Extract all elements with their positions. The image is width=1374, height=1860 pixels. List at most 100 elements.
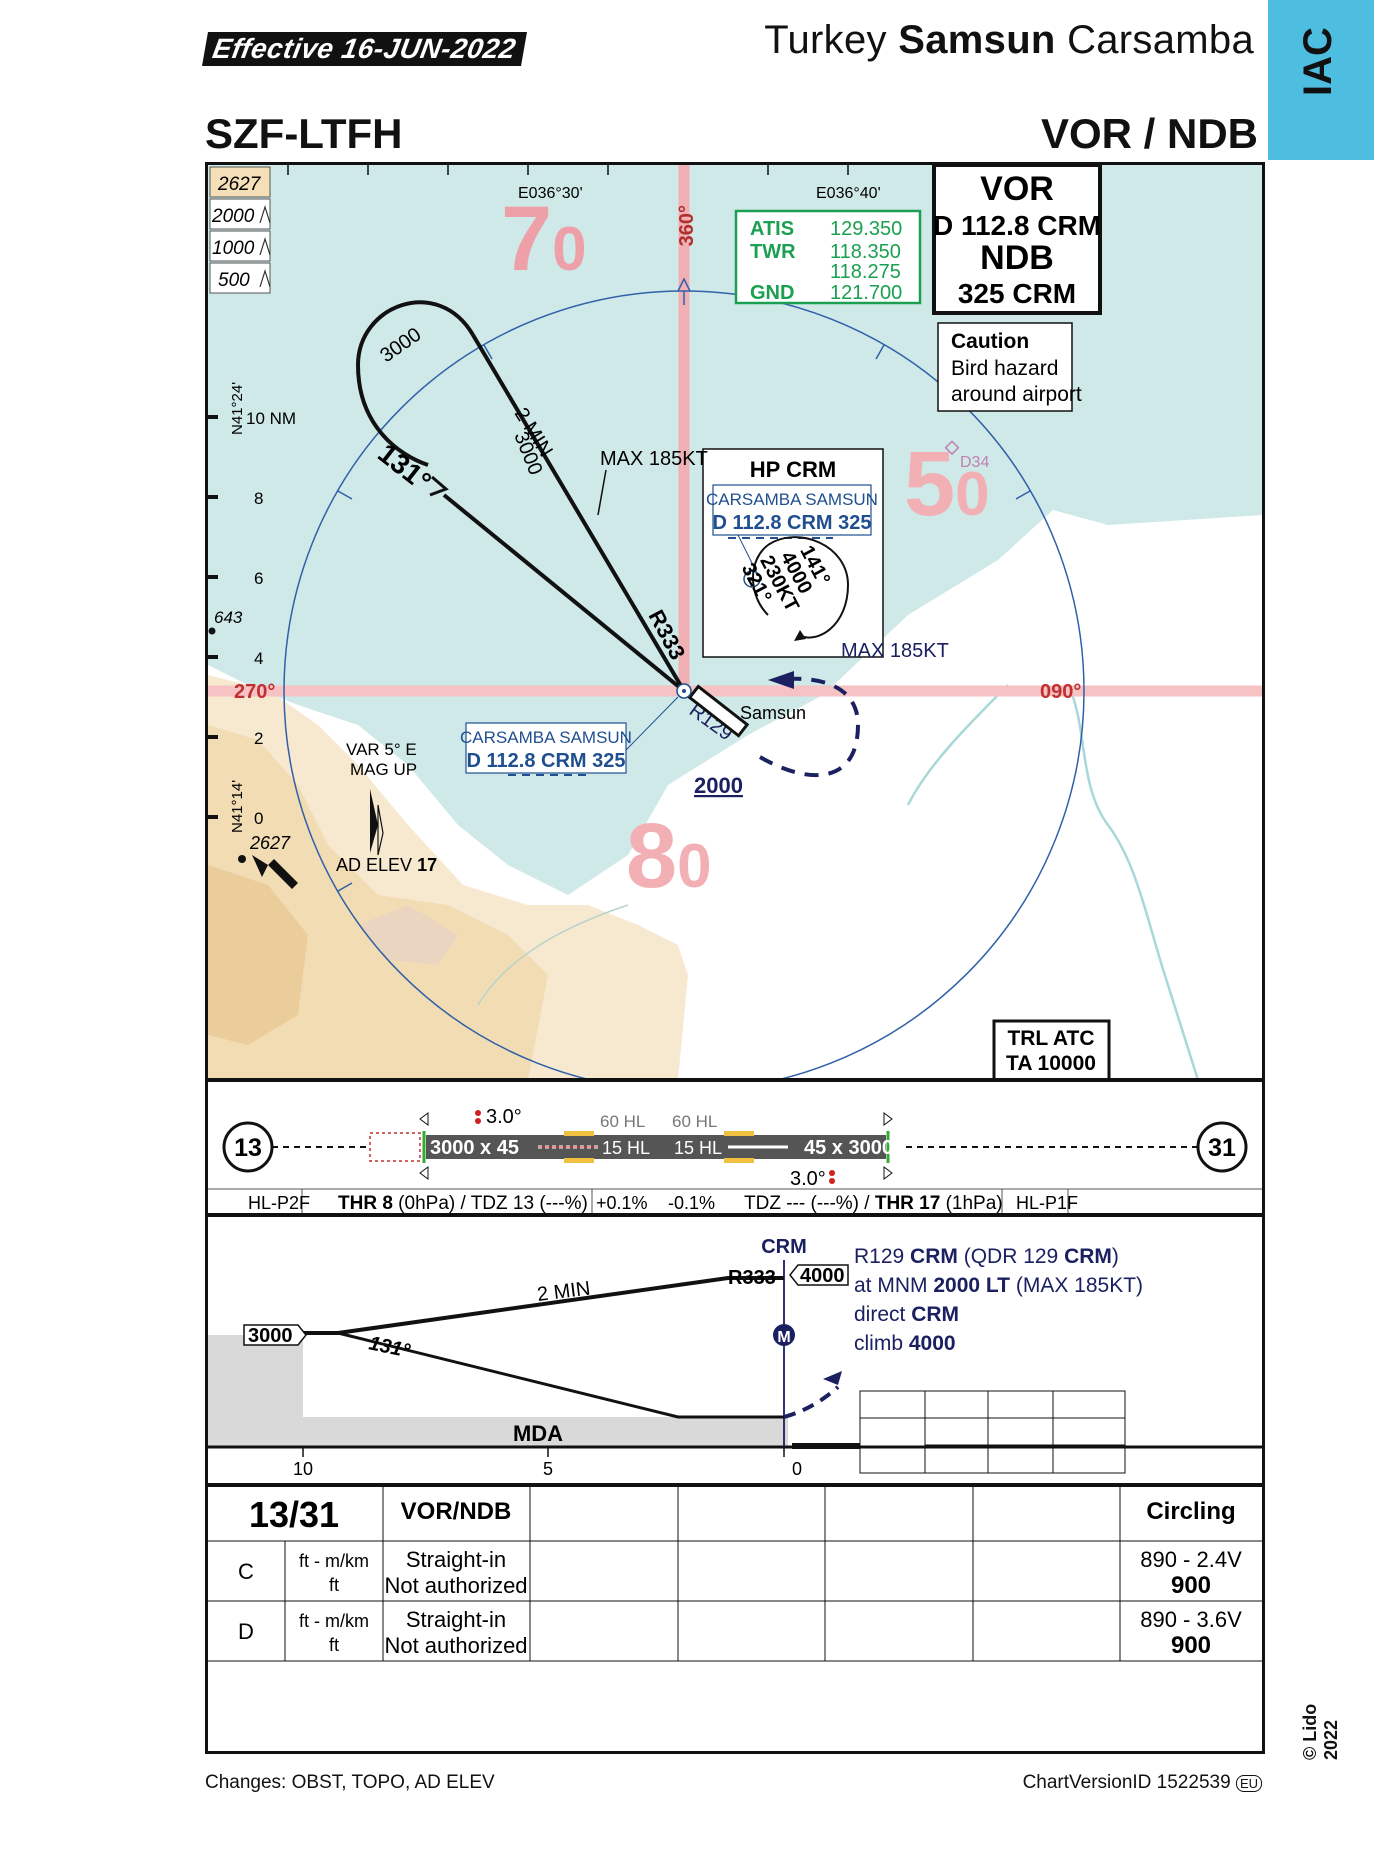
procedure-track xyxy=(355,300,686,693)
range-scale: 10 NM 8 6 4 2 0 xyxy=(208,409,296,828)
range-10nm: 10 NM xyxy=(246,409,296,428)
river xyxy=(906,684,1200,1080)
svg-text:TRL ATC: TRL ATC xyxy=(1007,1027,1094,1050)
chart-version: ChartVersionID 1522539 EU xyxy=(1023,1772,1262,1794)
svg-text:CARSAMBA SAMSUN: CARSAMBA SAMSUN xyxy=(460,728,632,747)
lat-label-1: N41°24' xyxy=(229,382,246,435)
thr-right: TDZ --- (---%) / THR 17 (1hPa) xyxy=(744,1193,1003,1214)
obstacle-643-dot xyxy=(208,627,216,635)
navaid-box: VOR D 112.8 CRM NDB 325 CRM xyxy=(932,165,1102,315)
town-label: Samsun xyxy=(740,703,806,723)
mag-up-label: MAG UP xyxy=(350,760,417,779)
atis-label: ATIS xyxy=(750,218,794,240)
terrain-arrow-icon xyxy=(252,855,298,889)
transition-box: TRL ATC TA 10000 xyxy=(992,1019,1111,1080)
svg-text:Caution: Caution xyxy=(951,330,1029,353)
svg-text:ft: ft xyxy=(329,1575,339,1595)
svg-text:at MNM 2000 LT (MAX 185KT): at MNM 2000 LT (MAX 185KT) xyxy=(854,1274,1143,1297)
range-6: 6 xyxy=(254,569,263,588)
obstacle-643: 643 xyxy=(214,608,243,627)
papi-left: 3.0° xyxy=(486,1106,522,1128)
svg-text:Straight-in: Straight-in xyxy=(406,1607,506,1632)
atis-freq: 129.350 xyxy=(830,218,902,240)
dist-10: 10 xyxy=(293,1459,313,1479)
svg-text:D34: D34 xyxy=(960,454,989,471)
msa-sector-nw: 70 xyxy=(501,188,587,290)
gnd-label: GND xyxy=(750,282,794,304)
city-name: Samsun xyxy=(898,18,1056,62)
ad-elev: AD ELEV 17 xyxy=(336,855,437,875)
missed-max-speed: MAX 185KT xyxy=(841,640,949,662)
hl60-left: 60 HL xyxy=(600,1112,645,1131)
twr-freq: 118.350 xyxy=(830,241,901,263)
chart-frame: 70 50 80 360° 270° 090° E036°30' E036°40… xyxy=(205,162,1265,1754)
frequency-box: ATIS 129.350 TWR 118.350 118.275 GND 121… xyxy=(734,209,922,305)
svg-text:1000: 1000 xyxy=(212,238,255,259)
lat-label-2: N41°14' xyxy=(229,780,246,833)
bearing-360-label: 360° xyxy=(676,205,698,246)
timing-grid xyxy=(859,1390,1126,1474)
rwy-13-label: 13 xyxy=(234,1134,262,1162)
lon-label-2: E036°40' xyxy=(816,185,881,202)
minima-rwy: 13/31 xyxy=(249,1494,339,1535)
airport-location: Turkey Samsun Carsamba xyxy=(764,18,1254,63)
version-tag: EU xyxy=(1235,1775,1262,1792)
profile-radial: R333 xyxy=(728,1267,776,1289)
range-2: 2 xyxy=(254,729,263,748)
approach-chart-svg: 70 50 80 360° 270° 090° E036°30' E036°40… xyxy=(208,165,1262,1662)
svg-text:D 112.8 CRM: D 112.8 CRM xyxy=(933,210,1101,241)
var-label: VAR 5° E xyxy=(346,740,417,759)
chart-type-tab: IAC xyxy=(1268,0,1374,160)
svg-text:CARSAMBA SAMSUN: CARSAMBA SAMSUN xyxy=(706,490,878,509)
svg-text:900: 900 xyxy=(1171,1572,1211,1599)
range-8: 8 xyxy=(254,489,263,508)
msa-sector-s: 80 xyxy=(626,805,712,907)
bearing-270-label: 270° xyxy=(234,681,275,703)
effective-date-badge: Effective 16-JUN-2022 xyxy=(202,32,527,66)
profile-alt-4000: 4000 xyxy=(800,1265,845,1287)
missed-approach-path xyxy=(758,671,861,778)
max-speed-label: MAX 185KT xyxy=(600,448,708,470)
cat-c: C xyxy=(238,1559,254,1584)
minima-circling: Circling xyxy=(1146,1498,1235,1525)
chart-type-label: IAC xyxy=(1296,27,1340,96)
svg-text:D 112.8 CRM 325: D 112.8 CRM 325 xyxy=(467,750,626,772)
hl-right: 15 HL xyxy=(674,1138,722,1158)
dist-5: 5 xyxy=(543,1459,553,1479)
rwy-31-label: 31 xyxy=(1208,1134,1236,1162)
holding-inset: HP CRM CARSAMBA SAMSUN D 112.8 CRM 325 1… xyxy=(702,448,884,658)
svg-text:2627: 2627 xyxy=(217,174,262,195)
obstacle-d34: D34 xyxy=(944,440,989,471)
svg-text:Bird hazard: Bird hazard xyxy=(951,357,1058,380)
svg-text:VOR: VOR xyxy=(980,170,1054,208)
svg-text:TA 10000: TA 10000 xyxy=(1006,1052,1096,1075)
svg-text:around airport: around airport xyxy=(951,383,1082,406)
country-name: Turkey xyxy=(764,18,887,62)
svg-text:500: 500 xyxy=(218,270,250,291)
stream xyxy=(477,904,629,1006)
terrain-high xyxy=(208,865,308,1045)
missed-altitude: 2000 xyxy=(694,773,743,798)
hl-left: 15 HL xyxy=(602,1138,650,1158)
slope-right: -0.1% xyxy=(668,1193,715,1213)
light-left: HL-P2F xyxy=(248,1193,310,1213)
obstacle-2627-dot xyxy=(238,855,246,863)
mag-north-arrow-icon xyxy=(377,804,384,856)
rwy-dims-left: 3000 x 45 xyxy=(430,1137,519,1159)
profile-mda: MDA xyxy=(513,1421,563,1446)
hl60-right: 60 HL xyxy=(672,1112,717,1131)
svg-text:climb 4000: climb 4000 xyxy=(854,1332,956,1355)
svg-text:ft - m/km: ft - m/km xyxy=(299,1551,369,1571)
svg-text:ft - m/km: ft - m/km xyxy=(299,1611,369,1631)
minima-type: VOR/NDB xyxy=(401,1498,512,1525)
obstacle-2627: 2627 xyxy=(249,833,291,853)
svg-text:900: 900 xyxy=(1171,1632,1211,1659)
range-ring-ticks xyxy=(337,291,1031,892)
minima-table: 13/31 VOR/NDB Circling C ft - m/km ft St… xyxy=(208,1485,1262,1662)
runway-diagram: 13 31 3000 x 45 15 HL 15 HL 45 x 3000 60… xyxy=(208,1106,1262,1214)
thr-left: THR 8 (0hPa) / TDZ 13 (---%) xyxy=(338,1193,588,1214)
runway-13-31 xyxy=(687,684,750,738)
caution-box: Caution Bird hazard around airport xyxy=(937,322,1082,412)
profile-view: CRM M 3000 4000 R333 2 MIN 131° MDA 10 5… xyxy=(208,1236,1262,1479)
profile-crm: CRM xyxy=(761,1236,807,1258)
